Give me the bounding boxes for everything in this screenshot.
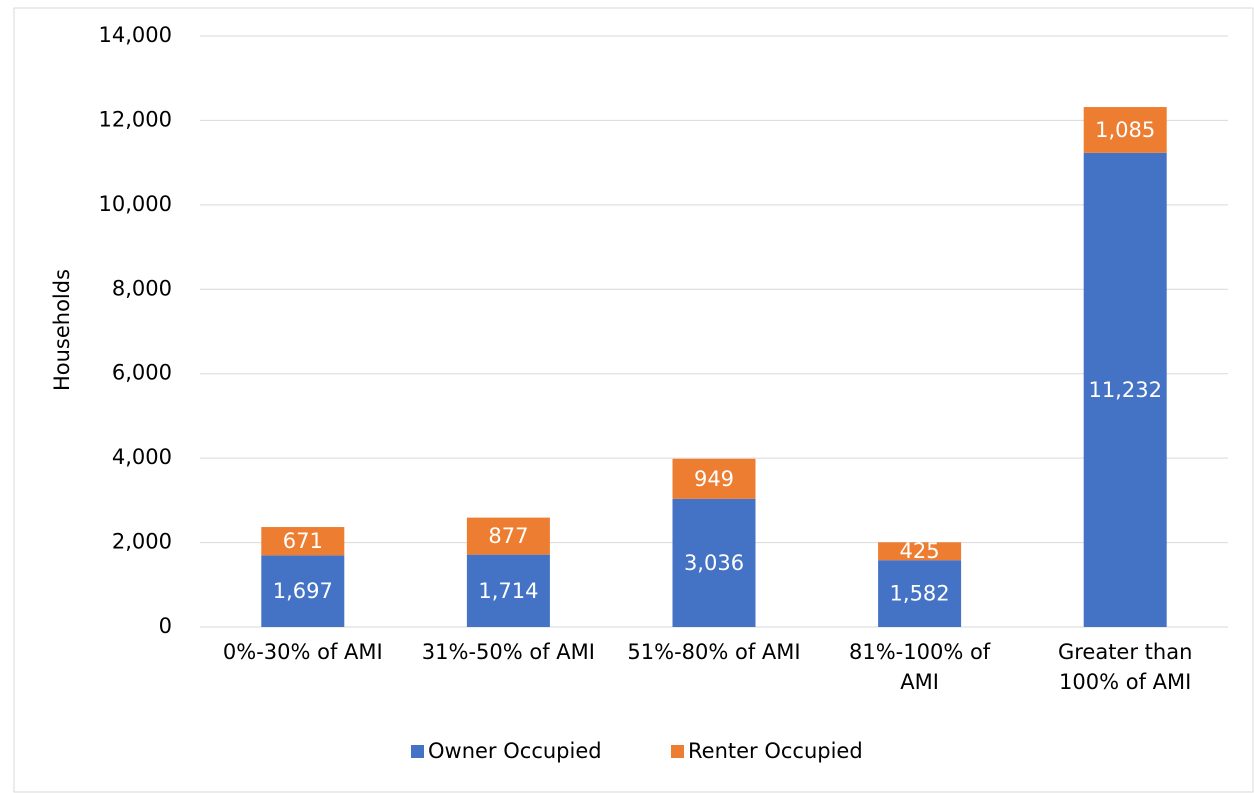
y-tick-label: 12,000 bbox=[99, 107, 172, 131]
legend-label: Renter Occupied bbox=[688, 739, 863, 763]
x-tick-label: 81%-100% of AMI bbox=[848, 640, 991, 694]
x-tick-label: Greater than 100% of AMI bbox=[1057, 640, 1193, 694]
y-tick-label: 4,000 bbox=[112, 445, 172, 469]
x-tick-label: 0%-30% of AMI bbox=[222, 640, 383, 664]
legend-swatch bbox=[671, 745, 684, 758]
bar-segment bbox=[672, 458, 756, 499]
data-label: 1,697 bbox=[273, 579, 333, 603]
bar-segment bbox=[672, 498, 756, 627]
bar-segment bbox=[261, 527, 345, 556]
legend-label: Owner Occupied bbox=[428, 739, 602, 763]
bar-segment bbox=[1083, 107, 1167, 153]
y-tick-label: 14,000 bbox=[99, 23, 172, 47]
bar-segment bbox=[878, 542, 962, 561]
bar-segment bbox=[1083, 152, 1167, 628]
y-tick-label: 10,000 bbox=[99, 192, 172, 216]
chart-border bbox=[13, 7, 1254, 793]
data-label: 1,085 bbox=[1095, 118, 1155, 142]
data-label: 949 bbox=[694, 467, 734, 491]
data-label: 1,582 bbox=[890, 582, 950, 606]
bar-segment bbox=[466, 517, 550, 555]
bar-segment bbox=[261, 555, 345, 627]
data-label: 11,232 bbox=[1088, 378, 1161, 402]
bar-segment bbox=[466, 554, 550, 627]
y-axis-label: Households bbox=[50, 269, 74, 391]
legend-swatch bbox=[411, 745, 424, 758]
y-tick-label: 2,000 bbox=[112, 530, 172, 554]
data-label: 1,714 bbox=[478, 579, 538, 603]
x-tick-label: 31%-50% of AMI bbox=[421, 640, 595, 664]
y-tick-label: 0 bbox=[159, 614, 172, 638]
y-tick-label: 6,000 bbox=[112, 361, 172, 385]
bar-segment bbox=[878, 560, 962, 627]
x-tick-label: 51%-80% of AMI bbox=[627, 640, 801, 664]
data-label: 425 bbox=[900, 539, 940, 563]
y-tick-label: 8,000 bbox=[112, 276, 172, 300]
data-label: 3,036 bbox=[684, 551, 744, 575]
data-label: 877 bbox=[488, 524, 528, 548]
data-label: 671 bbox=[283, 529, 323, 553]
